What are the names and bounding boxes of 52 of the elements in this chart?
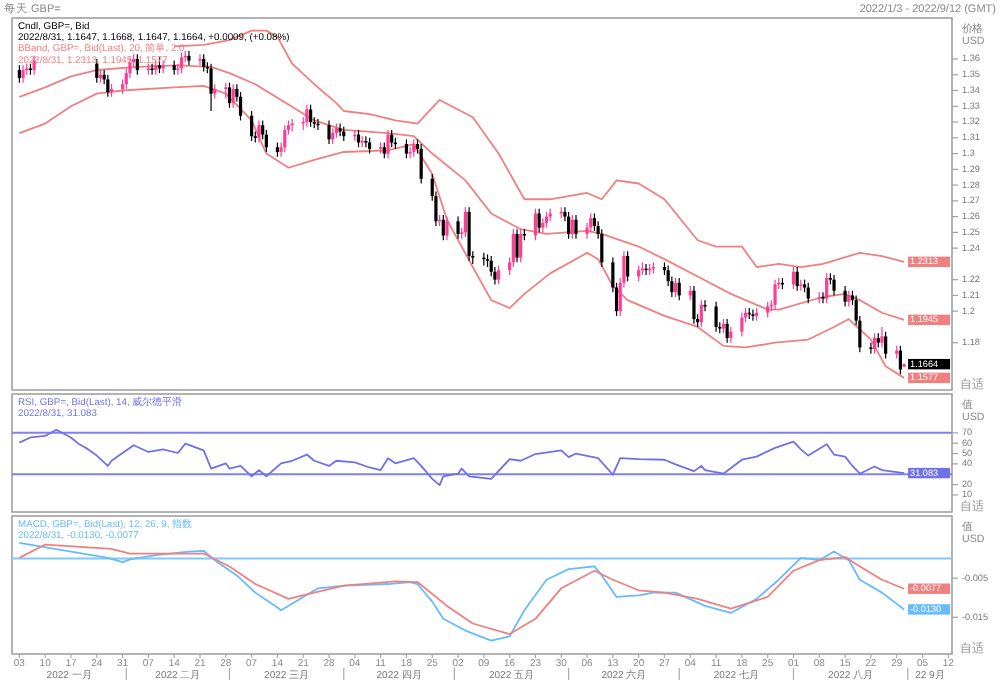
candlestick — [626, 250, 630, 282]
candlestick — [589, 212, 593, 233]
candlestick — [21, 64, 25, 84]
candlestick — [799, 279, 803, 292]
candlestick — [456, 216, 460, 240]
candlestick — [692, 285, 696, 325]
candlestick — [364, 135, 368, 148]
candlestick — [408, 146, 412, 159]
candlestick — [305, 104, 309, 128]
candlestick — [445, 216, 449, 241]
candlestick — [574, 214, 578, 240]
candlestick — [600, 228, 604, 268]
candlestick — [231, 83, 235, 109]
candlestick — [570, 214, 574, 240]
candlestick — [677, 277, 681, 301]
candlestick — [106, 74, 110, 98]
candlestick — [843, 285, 847, 308]
candlestick — [884, 331, 888, 360]
candlestick — [257, 119, 261, 144]
candlestick — [567, 211, 571, 240]
line-series — [173, 29, 905, 268]
line-series — [18, 428, 905, 486]
candlestick — [869, 342, 873, 355]
candlestick — [751, 309, 755, 322]
candlestick — [386, 129, 390, 159]
candlestick — [832, 274, 836, 297]
line-series — [18, 84, 905, 379]
candlestick — [725, 318, 729, 344]
candlestick — [489, 255, 493, 278]
candlestick — [537, 208, 541, 233]
candlestick — [740, 312, 744, 338]
candlestick — [821, 291, 825, 304]
candlestick — [404, 138, 409, 159]
candlestick — [673, 277, 678, 298]
candlestick — [209, 63, 213, 112]
candlestick — [773, 279, 777, 311]
candlestick — [806, 282, 810, 304]
candlestick — [283, 124, 287, 153]
candlestick — [327, 119, 331, 145]
candlestick — [795, 266, 799, 292]
candlestick — [419, 143, 423, 185]
candlestick — [714, 301, 718, 333]
candlestick — [338, 123, 342, 137]
candlestick — [187, 50, 191, 66]
candlestick — [511, 228, 515, 268]
candlestick — [791, 266, 796, 290]
candlestick — [198, 53, 202, 66]
candlestick — [238, 91, 243, 122]
candlestick — [515, 228, 519, 263]
candlestick — [467, 206, 471, 262]
candlestick — [880, 326, 884, 349]
candlestick — [533, 208, 538, 241]
